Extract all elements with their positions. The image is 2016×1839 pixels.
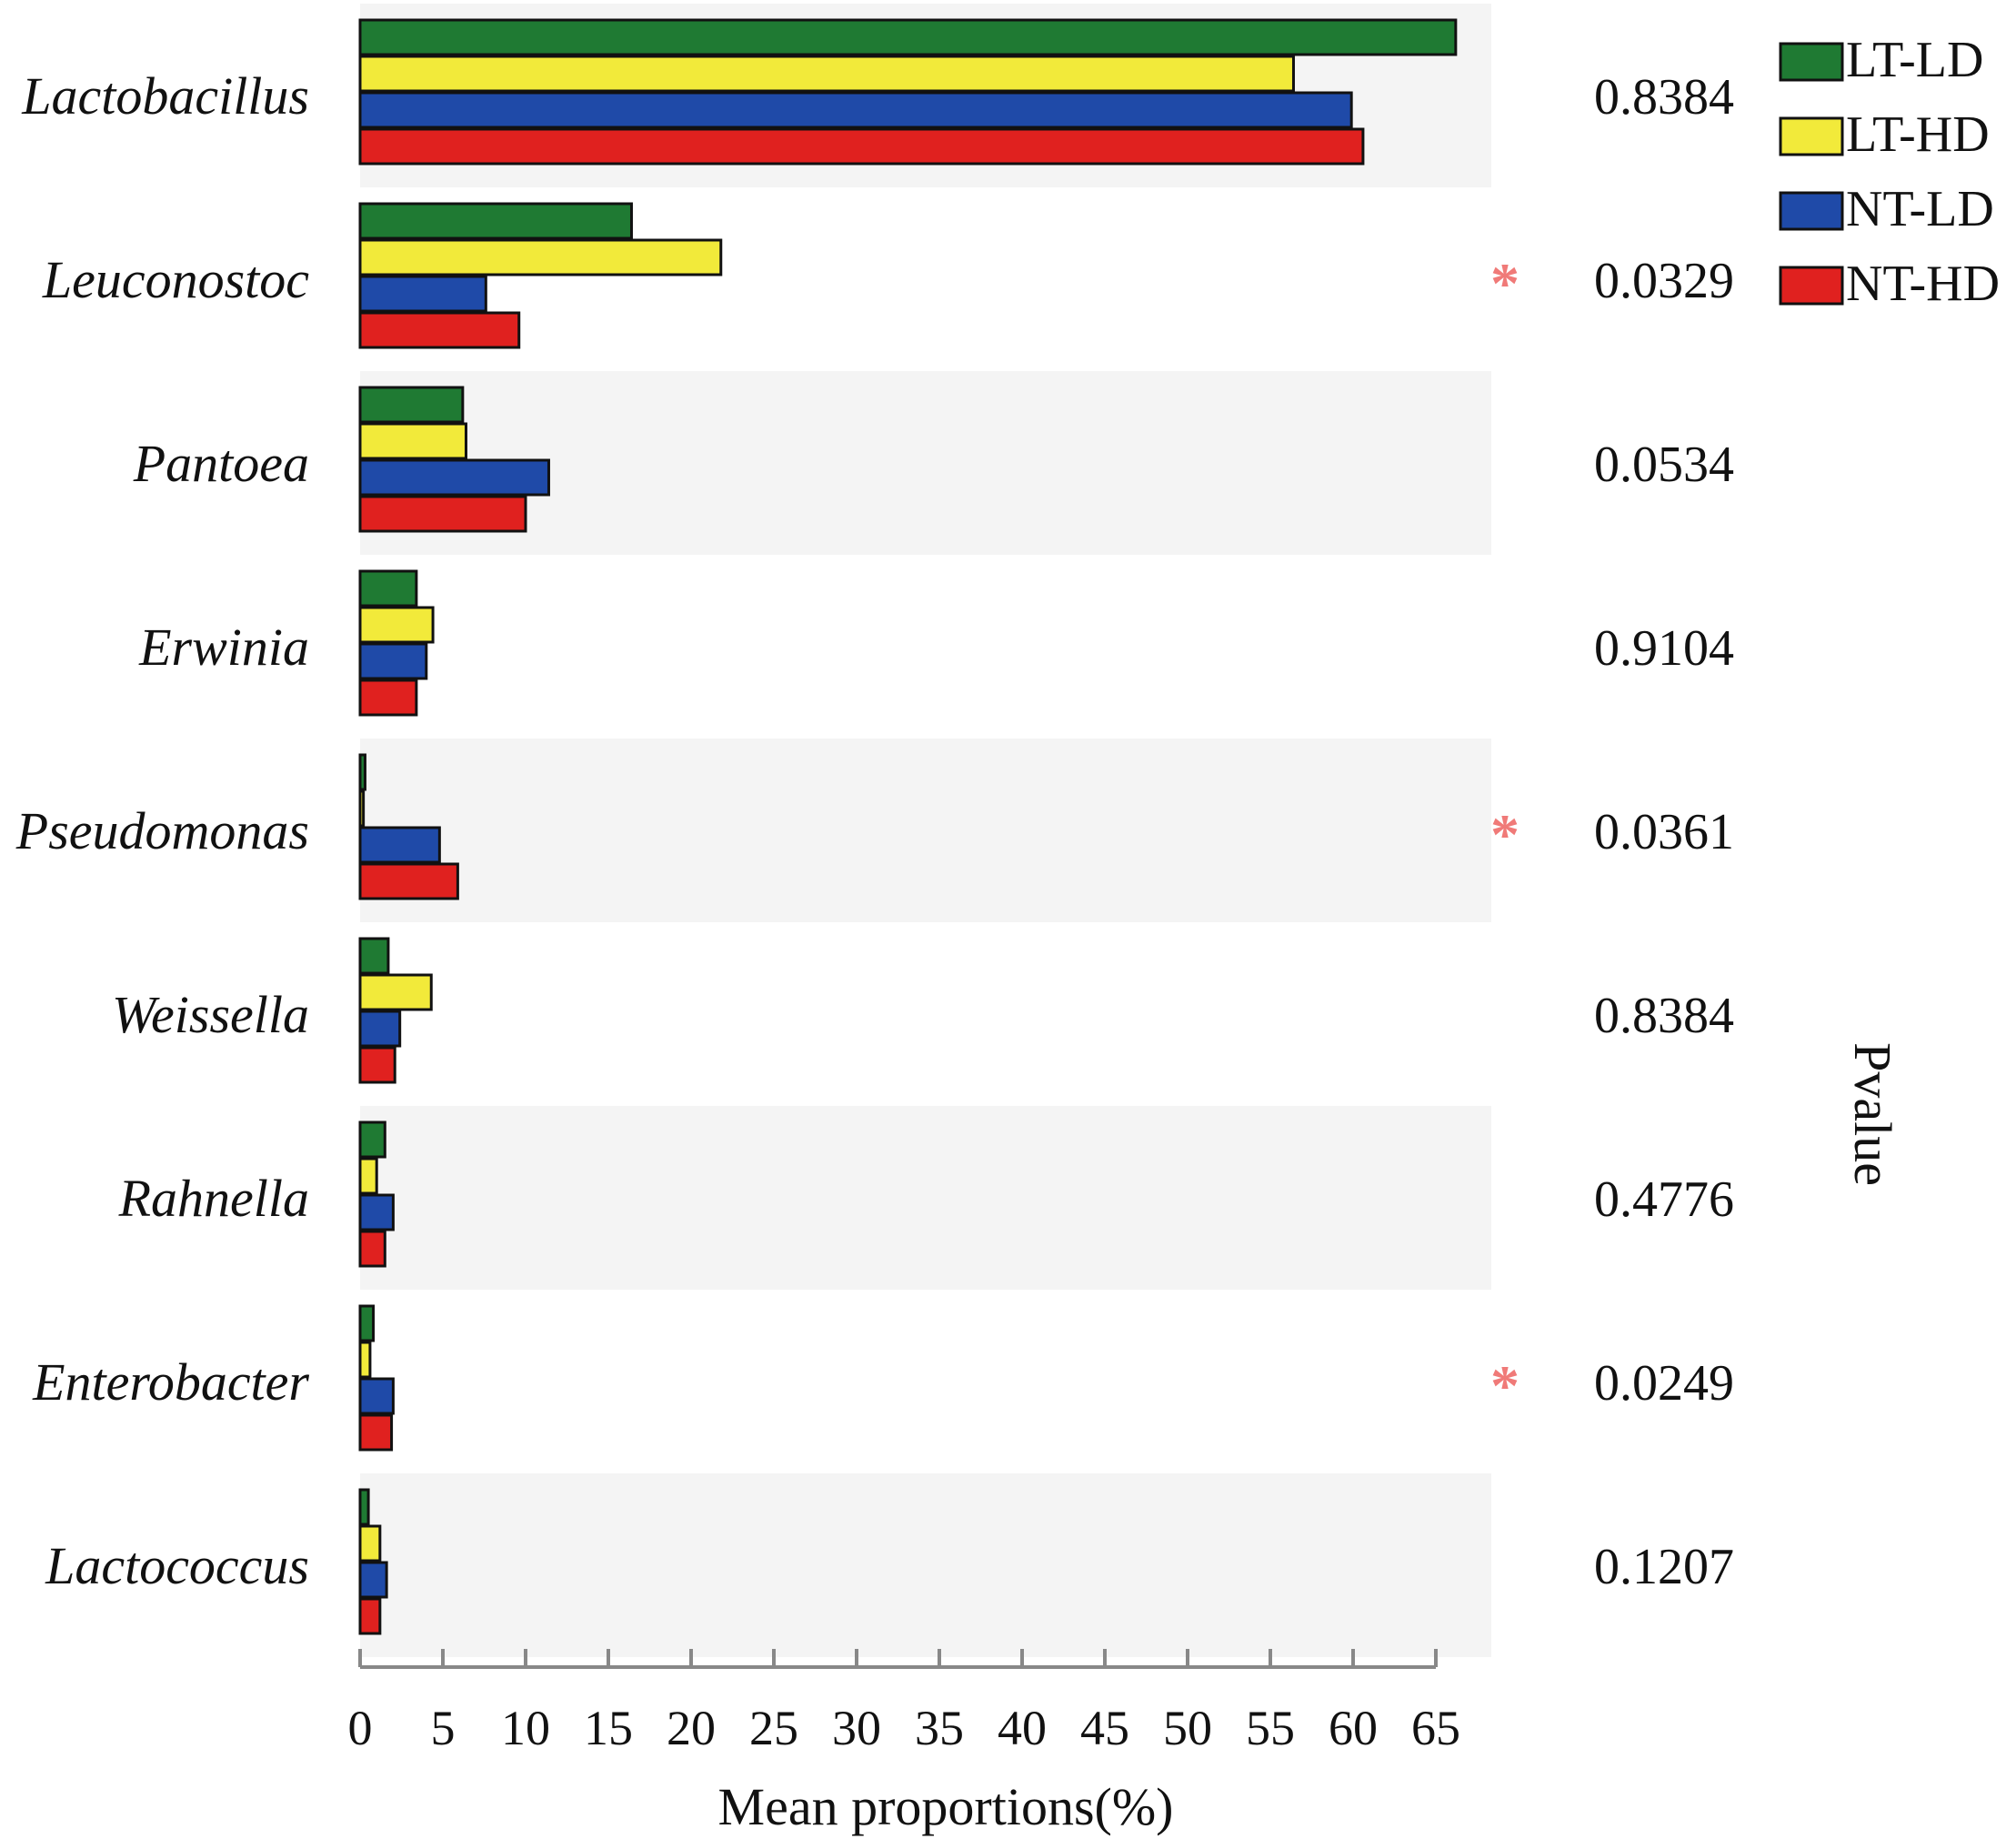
bar-lactococcus-nt-ld <box>358 1561 388 1599</box>
significance-marker-leuconostoc: * <box>1490 251 1520 316</box>
legend-label-lt-ld: LT-LD <box>1846 32 1983 88</box>
genus-label-pantoea: Pantoea <box>133 434 309 493</box>
x-tick-label-45: 45 <box>1080 1701 1129 1755</box>
bar-enterobacter-lt-hd <box>358 1341 372 1379</box>
legend-swatch-lt-ld <box>1779 42 1844 82</box>
pvalue-rahnella: 0.4776 <box>1594 1171 1734 1228</box>
x-tick-label-40: 40 <box>998 1701 1047 1755</box>
row-band-pseudomonas <box>360 739 1491 922</box>
bar-erwinia-nt-ld <box>358 642 428 680</box>
bar-leuconostoc-lt-hd <box>358 238 723 276</box>
bar-pantoea-nt-hd <box>358 495 527 533</box>
genus-label-weissella: Weissella <box>112 985 309 1044</box>
x-tick-label-20: 20 <box>667 1701 716 1755</box>
row-bands <box>360 4 1491 1657</box>
x-tick-label-35: 35 <box>915 1701 964 1755</box>
row-band-rahnella <box>360 1106 1491 1290</box>
bar-rahnella-nt-ld <box>358 1193 395 1231</box>
bars <box>358 18 1458 1635</box>
bar-leuconostoc-nt-hd <box>358 311 521 349</box>
genus-labels: Lactobacillus Leuconostoc Pantoea Erwinia Ps… <box>15 66 310 1595</box>
bar-lactococcus-lt-hd <box>358 1524 382 1563</box>
bar-pantoea-lt-ld <box>358 386 465 424</box>
bar-erwinia-lt-ld <box>358 569 418 608</box>
bar-enterobacter-nt-ld <box>358 1377 395 1415</box>
bar-leuconostoc-lt-ld <box>358 202 633 240</box>
bar-enterobacter-nt-hd <box>358 1413 394 1452</box>
legend-swatch-nt-ld <box>1779 191 1844 231</box>
genus-label-erwinia: Erwinia <box>138 618 309 677</box>
row-band-lactococcus <box>360 1473 1491 1657</box>
x-tick-label-5: 5 <box>431 1701 456 1755</box>
legend-swatch-lt-hd <box>1779 116 1844 156</box>
pvalue-axis-title: Pvalue <box>1843 1042 1902 1186</box>
significance-markers: * * * <box>1490 251 1520 1418</box>
bar-pseudomonas-nt-ld <box>358 826 441 864</box>
bar-pseudomonas-lt-ld <box>358 753 366 791</box>
bar-rahnella-nt-hd <box>358 1230 386 1268</box>
legend-label-nt-ld: NT-LD <box>1846 181 1994 237</box>
bar-lactobacillus-nt-ld <box>358 91 1353 129</box>
genus-label-lactobacillus: Lactobacillus <box>21 66 309 126</box>
pvalue-labels: 0.8384 0.0329 0.0534 0.9104 0.0361 0.8384 0.47… <box>1594 69 1734 1595</box>
genus-label-leuconostoc: Leuconostoc <box>42 250 309 309</box>
bar-weissella-nt-ld <box>358 1010 402 1048</box>
genus-label-lactococcus: Lactococcus <box>45 1536 309 1595</box>
pvalue-erwinia: 0.9104 <box>1594 620 1734 677</box>
pvalue-leuconostoc: 0.0329 <box>1594 253 1734 309</box>
x-tick-label-30: 30 <box>832 1701 881 1755</box>
x-tick-label-50: 50 <box>1163 1701 1212 1755</box>
pvalue-weissella: 0.8384 <box>1594 988 1734 1044</box>
genus-label-rahnella: Rahnella <box>118 1169 309 1228</box>
x-tick-label-25: 25 <box>749 1701 798 1755</box>
legend-swatch-nt-hd <box>1779 266 1844 306</box>
pvalue-pseudomonas: 0.0361 <box>1594 804 1734 860</box>
x-axis: 0 5 10 15 20 25 30 35 40 45 50 55 60 65 <box>348 1649 1460 1755</box>
x-tick-label-10: 10 <box>501 1701 550 1755</box>
bar-weissella-lt-ld <box>358 937 390 975</box>
bar-pantoea-nt-ld <box>358 458 550 497</box>
bar-erwinia-nt-hd <box>358 678 418 717</box>
bar-weissella-nt-hd <box>358 1046 396 1084</box>
bar-lactococcus-nt-hd <box>358 1597 382 1635</box>
bar-lactobacillus-lt-ld <box>358 18 1458 56</box>
x-tick-label-0: 0 <box>348 1701 373 1755</box>
legend-label-nt-hd: NT-HD <box>1846 256 2000 312</box>
legend-label-lt-hd: LT-HD <box>1846 106 1990 163</box>
x-tick-label-55: 55 <box>1246 1701 1295 1755</box>
pvalue-enterobacter: 0.0249 <box>1594 1355 1734 1412</box>
significance-marker-enterobacter: * <box>1490 1353 1520 1418</box>
x-axis-title: Mean proportions(%) <box>718 1777 1174 1836</box>
x-tick-label-65: 65 <box>1411 1701 1460 1755</box>
bar-lactobacillus-nt-hd <box>358 127 1365 166</box>
pvalue-pantoea: 0.0534 <box>1594 437 1734 493</box>
bar-pantoea-lt-hd <box>358 422 467 460</box>
x-tick-label-15: 15 <box>584 1701 633 1755</box>
legend: LT-LD LT-HD NT-LD NT-HD <box>1779 32 2000 312</box>
bar-leuconostoc-nt-ld <box>358 275 487 313</box>
bar-pseudomonas-lt-hd <box>358 789 366 828</box>
bar-enterobacter-lt-ld <box>358 1304 376 1342</box>
bar-rahnella-lt-ld <box>358 1120 386 1159</box>
x-tick-label-60: 60 <box>1329 1701 1378 1755</box>
bar-rahnella-lt-hd <box>358 1157 378 1195</box>
pvalue-lactococcus: 0.1207 <box>1594 1539 1734 1595</box>
bar-lactobacillus-lt-hd <box>358 55 1295 93</box>
bar-pseudomonas-nt-hd <box>358 862 459 900</box>
bar-erwinia-lt-hd <box>358 606 435 644</box>
genus-label-enterobacter: Enterobacter <box>32 1352 309 1412</box>
bar-lactococcus-lt-ld <box>358 1488 370 1526</box>
significance-marker-pseudomonas: * <box>1490 802 1520 867</box>
pvalue-lactobacillus: 0.8384 <box>1594 69 1734 126</box>
genus-label-pseudomonas: Pseudomonas <box>15 801 309 860</box>
bar-weissella-lt-hd <box>358 973 433 1011</box>
